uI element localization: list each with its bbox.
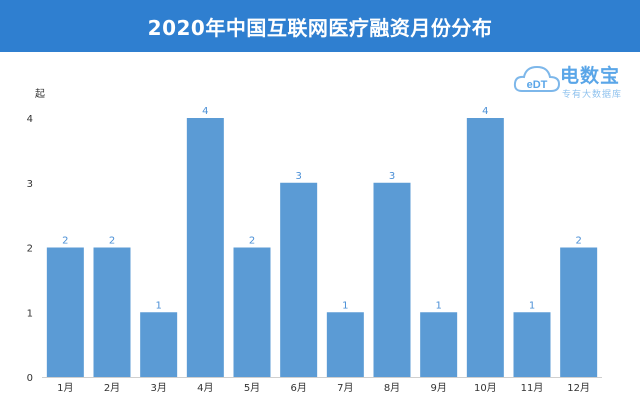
x-tick-label: 9月 [430,382,446,394]
bar-value-label: 2 [109,236,115,247]
x-tick-label: 6月 [290,382,306,394]
y-tick-label: 1 [27,308,33,319]
bar [280,182,318,377]
y-tick-label: 4 [27,114,33,125]
bar-value-label: 2 [575,236,581,247]
x-tick-label: 3月 [150,382,166,394]
bar-value-label: 1 [155,300,161,311]
x-tick-label: 11月 [521,382,544,394]
y-tick-label: 0 [27,373,33,384]
bar-value-label: 4 [482,106,488,117]
bar-chart: 起 0 1 2 3 4 2 1月 2 2月 1 3月 4 4月 2 5月 3 6月 1 7月 3 8月 1 9月 4 10月 1 11… [27,88,602,394]
x-tick-label: 10月 [474,382,497,394]
bar [46,247,84,377]
chart-title: 2020年中国互联网医疗融资月份分布 [147,15,493,40]
bar [233,247,271,377]
bar-value-label: 3 [295,171,301,182]
bar [560,247,598,377]
bar-value-label: 1 [435,300,441,311]
x-tick-label: 5月 [244,382,260,394]
bar [93,247,131,377]
bar [186,118,224,377]
x-tick-label: 2月 [104,382,120,394]
bar-value-label: 1 [342,300,348,311]
y-tick-label: 3 [27,179,33,190]
cloud-logo-icon: eDT [513,65,561,92]
bar [326,312,364,377]
bar [373,182,411,377]
bar-value-label: 2 [62,236,68,247]
y-tick-label: 2 [27,244,33,255]
chart-title-bar: 2020年中国互联网医疗融资月份分布 [0,0,640,52]
bar [466,118,504,377]
bar-value-label: 2 [249,236,255,247]
bar [513,312,551,377]
x-tick-label: 1月 [57,382,73,394]
bar-value-label: 4 [202,106,208,117]
bar-value-label: 3 [389,171,395,182]
x-tick-label: 7月 [337,382,353,394]
bar-value-label: 1 [529,300,535,311]
logo-brand: 电数宝 [560,65,621,87]
bar [420,312,458,377]
logo-tagline: 专有大数据库 [562,90,623,100]
logo-mark-text: eDT [527,79,548,91]
y-axis-label: 起 [35,88,45,100]
x-tick-label: 8月 [384,382,400,394]
x-tick-label: 12月 [567,382,590,394]
brand-logo: eDT 电数宝 专有大数据库 [512,59,634,105]
bar [140,312,178,377]
x-tick-label: 4月 [197,382,213,394]
